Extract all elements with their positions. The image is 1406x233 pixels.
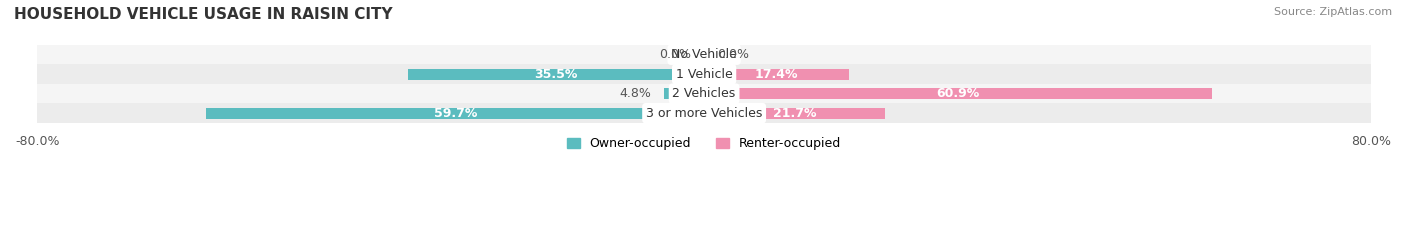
- Text: 60.9%: 60.9%: [936, 87, 980, 100]
- Bar: [664, 88, 704, 99]
- Bar: [37, 103, 1371, 123]
- Bar: [37, 84, 1371, 103]
- Text: 17.4%: 17.4%: [755, 68, 799, 81]
- Text: 59.7%: 59.7%: [433, 107, 477, 120]
- Bar: [704, 88, 1212, 99]
- Bar: [37, 64, 1371, 84]
- Bar: [37, 45, 1371, 64]
- Text: 3 or more Vehicles: 3 or more Vehicles: [645, 107, 762, 120]
- Bar: [408, 69, 704, 79]
- Text: 0.0%: 0.0%: [659, 48, 692, 61]
- Bar: [704, 108, 884, 119]
- Text: 2 Vehicles: 2 Vehicles: [672, 87, 735, 100]
- Text: Source: ZipAtlas.com: Source: ZipAtlas.com: [1274, 7, 1392, 17]
- Text: 1 Vehicle: 1 Vehicle: [676, 68, 733, 81]
- Text: No Vehicle: No Vehicle: [671, 48, 737, 61]
- Text: 21.7%: 21.7%: [773, 107, 817, 120]
- Text: HOUSEHOLD VEHICLE USAGE IN RAISIN CITY: HOUSEHOLD VEHICLE USAGE IN RAISIN CITY: [14, 7, 392, 22]
- Bar: [207, 108, 704, 119]
- Text: 4.8%: 4.8%: [620, 87, 651, 100]
- Bar: [704, 69, 849, 79]
- Text: 35.5%: 35.5%: [534, 68, 578, 81]
- Legend: Owner-occupied, Renter-occupied: Owner-occupied, Renter-occupied: [562, 133, 846, 155]
- Text: 0.0%: 0.0%: [717, 48, 748, 61]
